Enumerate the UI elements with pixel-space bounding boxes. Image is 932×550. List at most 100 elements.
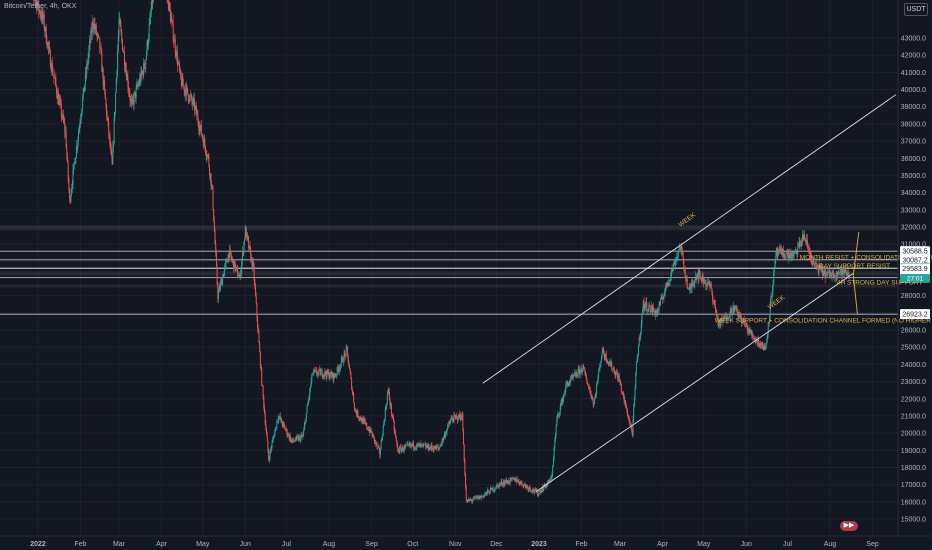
candle-body [468, 499, 470, 501]
candle-body [573, 375, 575, 377]
price-tick-label: 25000.0 [901, 345, 926, 352]
candle-body [36, 4, 38, 10]
annotation-label: 4H STRONG DAY SUPPORT [837, 280, 923, 287]
candle-body [71, 188, 73, 194]
candle-body [316, 374, 318, 375]
candle-body [143, 62, 145, 76]
candle-body [307, 399, 309, 405]
candle-body [411, 444, 413, 446]
candle-body [224, 266, 226, 272]
candle-body [780, 248, 782, 251]
candle-body [45, 27, 47, 32]
candle-body [487, 490, 489, 494]
candle-body [768, 321, 770, 323]
candle-body [680, 246, 682, 250]
candle-body [282, 422, 284, 426]
week-support-line[interactable] [535, 272, 854, 492]
time-axis[interactable]: 2022 Feb Mar Apr May Jun Jul Aug Sep Oct Nov Dec 202… [30, 541, 879, 548]
time-tick-label: Mar [614, 541, 627, 548]
price-axis[interactable]: 15000.0 16000.0 17000.0 18000.0 19000.0 20000… [901, 36, 926, 524]
candle-body [95, 25, 97, 35]
candle-body [753, 337, 755, 339]
candle-body [242, 251, 244, 261]
candle-body [669, 279, 671, 281]
candle-body [745, 322, 747, 325]
candle-body [510, 478, 512, 479]
candle-body [705, 279, 707, 286]
candle-body [288, 434, 290, 439]
candle-body [266, 428, 268, 435]
candle-body [437, 446, 439, 449]
candle-body [840, 267, 842, 271]
candle-body [497, 484, 499, 486]
candle-body [422, 443, 424, 445]
candle-body [424, 444, 426, 446]
candle-body [811, 262, 813, 264]
candle-body [83, 87, 85, 92]
candle-body [386, 394, 388, 404]
candle-body [805, 241, 807, 245]
candle-body [791, 251, 793, 259]
candle-body [833, 274, 835, 277]
candle-body [806, 239, 808, 245]
candle-body [311, 373, 313, 382]
candle-body [672, 270, 674, 271]
candle-body [263, 395, 265, 408]
candle-body [815, 262, 817, 267]
candle-body [728, 316, 730, 318]
candle-body [588, 386, 590, 388]
candle-body [695, 276, 697, 280]
candle-body [714, 304, 716, 309]
candle-body [180, 78, 182, 87]
candle-body [455, 416, 457, 417]
candle-body [477, 496, 479, 500]
candle-body [426, 446, 428, 448]
candle-body [274, 427, 276, 432]
week-resistance-line[interactable] [482, 94, 897, 384]
candle-body [539, 490, 541, 492]
candle-body [66, 147, 68, 156]
candle-body [514, 477, 516, 482]
candle-body [452, 420, 454, 422]
candle-body [562, 397, 564, 403]
candle-body [360, 416, 362, 420]
candle-body [96, 34, 98, 36]
candle-body [296, 436, 298, 438]
candle-body [244, 226, 246, 240]
trendlines[interactable] [482, 94, 897, 492]
candle-body [631, 430, 633, 436]
candle-body [785, 253, 787, 259]
candle-body [552, 458, 554, 466]
candle-body [809, 252, 811, 255]
candle-body [808, 247, 810, 250]
candle-body [261, 385, 263, 386]
candle-body [640, 323, 642, 332]
candle-body [303, 430, 305, 436]
price-tick-label: 21000.0 [901, 413, 926, 420]
tradingview-logo-icon[interactable]: ▶▶ [840, 521, 858, 531]
candle-body [705, 284, 707, 286]
currency-button[interactable]: USDT [904, 3, 928, 16]
candle-body [277, 418, 279, 422]
candle-body [91, 22, 93, 34]
candle-body [261, 368, 263, 386]
candle-body [607, 361, 609, 364]
candle-body [491, 487, 493, 490]
candle-body [301, 435, 303, 437]
candle-body [703, 282, 705, 284]
candle-body [635, 372, 637, 388]
candle-body [803, 234, 805, 240]
candle-body [226, 262, 228, 263]
candle-body [778, 251, 780, 255]
candle-body [466, 500, 468, 503]
candle-body [151, 0, 153, 10]
candle-body [122, 49, 124, 52]
candle-body [427, 444, 429, 448]
candle-body [759, 342, 761, 346]
candle-body [594, 399, 596, 405]
candle-body [231, 259, 233, 261]
candle-body [292, 438, 294, 442]
candle-body [184, 89, 186, 92]
candle-body [637, 355, 639, 359]
